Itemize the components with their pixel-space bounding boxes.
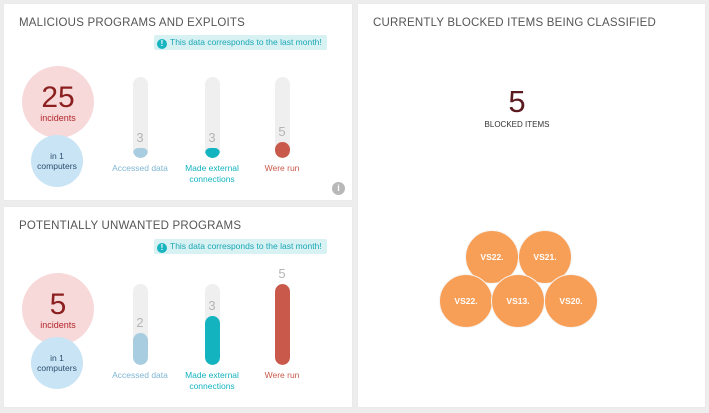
bar-value: 3 bbox=[136, 130, 144, 145]
computers-label: computers bbox=[37, 363, 77, 373]
info-icon: ! bbox=[157, 243, 167, 253]
notice-text: This data corresponds to the last month! bbox=[170, 37, 322, 47]
panel-title: POTENTIALLY UNWANTED PROGRAMS bbox=[19, 220, 242, 232]
bar-label-line-1: Were run bbox=[264, 370, 300, 380]
bar-label-line-1: Made external bbox=[185, 163, 239, 173]
bar-value: 2 bbox=[136, 315, 144, 330]
blocked-count-label: BLOCKED ITEMS bbox=[484, 120, 550, 129]
malicious-programs-panel: MALICIOUS PROGRAMS AND EXPLOITS ! This da… bbox=[4, 4, 352, 200]
computers-label: computers bbox=[37, 161, 77, 171]
bar-track bbox=[205, 284, 220, 365]
incidents-label: incidents bbox=[40, 113, 76, 123]
bar-track bbox=[133, 77, 148, 158]
panel-title: MALICIOUS PROGRAMS AND EXPLOITS bbox=[19, 17, 246, 29]
bar-label: Accessed data bbox=[100, 163, 180, 174]
bar-value: 3 bbox=[208, 130, 216, 145]
bar-track bbox=[275, 77, 290, 158]
bar-track bbox=[275, 284, 290, 365]
bar-fill bbox=[275, 284, 290, 365]
bar-fill bbox=[133, 148, 148, 158]
bar-track bbox=[133, 284, 148, 365]
computers-circle[interactable]: in 1 computers bbox=[31, 135, 83, 187]
notice-text: This data corresponds to the last month! bbox=[170, 241, 322, 251]
info-icon[interactable]: i bbox=[332, 182, 345, 195]
bar-label: Made external connections bbox=[172, 370, 252, 392]
bar-label-line-1: Made external bbox=[185, 370, 239, 380]
bar-fill bbox=[275, 142, 290, 158]
bar-value: 5 bbox=[278, 124, 286, 139]
blocked-items-panel: CURRENTLY BLOCKED ITEMS BEING CLASSIFIED… bbox=[358, 4, 705, 407]
data-period-notice: ! This data corresponds to the last month… bbox=[154, 239, 327, 254]
bar-label: Accessed data bbox=[100, 370, 180, 381]
incidents-count: 5 bbox=[49, 288, 67, 321]
bar-label: Made external connections bbox=[172, 163, 252, 185]
blocked-item-bubble[interactable]: VS20. bbox=[544, 274, 598, 328]
bar-fill bbox=[205, 148, 220, 158]
bar-value: 3 bbox=[208, 298, 216, 313]
info-icon: ! bbox=[157, 39, 167, 49]
bar-label: Were run bbox=[242, 370, 322, 381]
pup-panel: POTENTIALLY UNWANTED PROGRAMS ! This data… bbox=[4, 207, 352, 407]
bar-fill bbox=[133, 333, 148, 365]
bar-value: 5 bbox=[278, 266, 286, 281]
computers-count-text: in 1 bbox=[50, 353, 64, 363]
bar-label-line-2: connections bbox=[189, 381, 235, 391]
bar-track bbox=[205, 77, 220, 158]
incidents-circle[interactable]: 5 incidents bbox=[22, 273, 94, 345]
bar-label-line-1: Accessed data bbox=[112, 163, 168, 173]
bar-label-line-2: connections bbox=[189, 174, 235, 184]
bar-label-line-1: Accessed data bbox=[112, 370, 168, 380]
data-period-notice: ! This data corresponds to the last month… bbox=[154, 35, 327, 50]
blocked-item-bubble[interactable]: VS22. bbox=[439, 274, 493, 328]
bar-label-line-1: Were run bbox=[264, 163, 300, 173]
blocked-item-bubble[interactable]: VS13. bbox=[491, 274, 545, 328]
bar-label: Were run bbox=[242, 163, 322, 174]
panel-title: CURRENTLY BLOCKED ITEMS BEING CLASSIFIED bbox=[373, 17, 656, 29]
blocked-count: 5 bbox=[508, 84, 526, 119]
computers-count-text: in 1 bbox=[50, 151, 64, 161]
computers-circle[interactable]: in 1 computers bbox=[31, 337, 83, 389]
bar-fill bbox=[205, 316, 220, 365]
incidents-circle[interactable]: 25 incidents bbox=[22, 66, 94, 138]
incidents-count: 25 bbox=[41, 81, 75, 114]
incidents-label: incidents bbox=[40, 320, 76, 330]
